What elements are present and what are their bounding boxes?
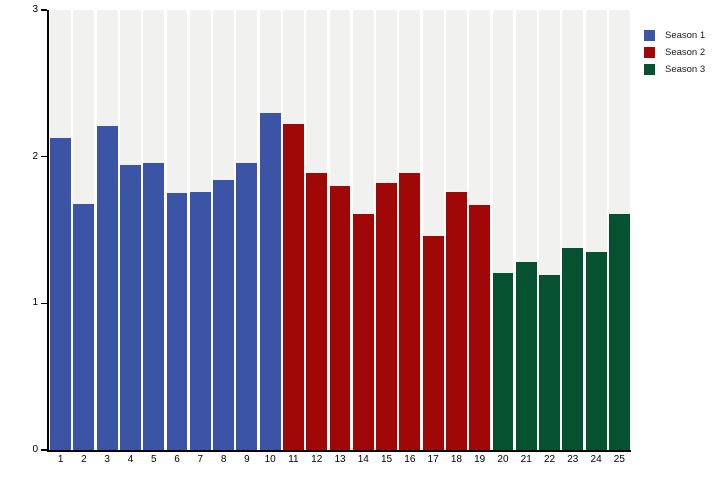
- x-tick-label: 16: [404, 454, 416, 465]
- bar-episode-4: [120, 165, 141, 450]
- y-tick-label: 3: [32, 4, 38, 15]
- bar-episode-17: [422, 235, 444, 450]
- bar-episode-3: [96, 125, 118, 450]
- bar-episode-1: [50, 137, 72, 450]
- bar-episode-8: [213, 180, 235, 450]
- y-tick-label: 0: [32, 444, 38, 455]
- x-tick-label: 6: [174, 454, 180, 465]
- x-tick-label: 22: [543, 454, 556, 465]
- x-tick-label: 25: [613, 454, 625, 465]
- bar-episode-9: [236, 162, 258, 450]
- bar-episode-20: [492, 272, 514, 450]
- bar-episode-25: [608, 213, 630, 450]
- bar-episode-2: [73, 203, 95, 450]
- x-tick-label: 18: [450, 454, 462, 465]
- x-tick-label: 20: [497, 454, 509, 465]
- legend-row: Season 3: [644, 64, 705, 75]
- legend-swatch-season-3: [644, 64, 655, 75]
- x-tick-label: 11: [288, 454, 299, 465]
- x-tick-label: 2: [81, 454, 87, 465]
- bar-episode-14: [352, 213, 374, 450]
- x-tick-label: 5: [150, 454, 157, 465]
- x-tick-label: 3: [104, 454, 110, 465]
- y-tick-label: 2: [32, 150, 38, 162]
- y-tick-label: 1: [32, 297, 38, 309]
- x-tick-label: 8: [220, 454, 227, 465]
- bar-episode-11: [283, 124, 304, 450]
- x-tick-label: 14: [357, 454, 369, 465]
- bar-episode-10: [259, 112, 281, 450]
- x-tick-label: 1: [57, 454, 64, 465]
- x-tick-label: 7: [197, 454, 204, 465]
- x-tick-label: 12: [311, 454, 323, 465]
- x-tick-label: 21: [520, 454, 532, 465]
- bar-episode-12: [306, 172, 328, 450]
- legend-label: Season 1: [665, 30, 706, 41]
- bar-episode-7: [189, 191, 211, 450]
- y-tick: [41, 9, 47, 11]
- y-tick: [41, 155, 47, 158]
- legend-swatch-season-1: [644, 30, 655, 41]
- x-tick-label: 17: [427, 454, 439, 465]
- x-tick-label: 13: [334, 454, 346, 465]
- x-tick-label: 10: [264, 454, 276, 465]
- bar-episode-5: [143, 162, 165, 450]
- legend-label: Season 3: [665, 64, 706, 75]
- bar-episode-13: [329, 186, 351, 450]
- legend-swatch-season-2: [644, 47, 655, 58]
- legend-row: Season 2: [644, 47, 705, 58]
- bar-episode-16: [399, 172, 421, 450]
- legend: Season 1 Season 2 Season 3: [644, 30, 705, 81]
- bar-episode-23: [562, 247, 584, 450]
- bar-episode-19: [469, 205, 491, 450]
- legend-row: Season 1: [644, 30, 705, 41]
- x-tick-label: 9: [244, 454, 250, 465]
- y-tick: [41, 302, 47, 305]
- bar-episode-18: [445, 191, 467, 450]
- bar-episode-22: [539, 275, 560, 450]
- plot-area: [49, 10, 631, 450]
- x-axis-line: [47, 450, 631, 452]
- bar-episode-15: [376, 183, 397, 450]
- y-tick: [41, 449, 47, 451]
- x-tick-label: 4: [127, 454, 134, 465]
- legend-label: Season 2: [665, 47, 706, 58]
- x-tick-label: 23: [567, 454, 579, 465]
- bar-episode-21: [515, 262, 537, 450]
- x-tick-label: 19: [474, 454, 486, 465]
- bar-episode-24: [585, 252, 607, 450]
- bar-episode-6: [166, 193, 188, 450]
- x-tick-label: 15: [380, 454, 393, 465]
- y-axis-line: [47, 10, 49, 451]
- x-tick-label: 24: [590, 454, 602, 465]
